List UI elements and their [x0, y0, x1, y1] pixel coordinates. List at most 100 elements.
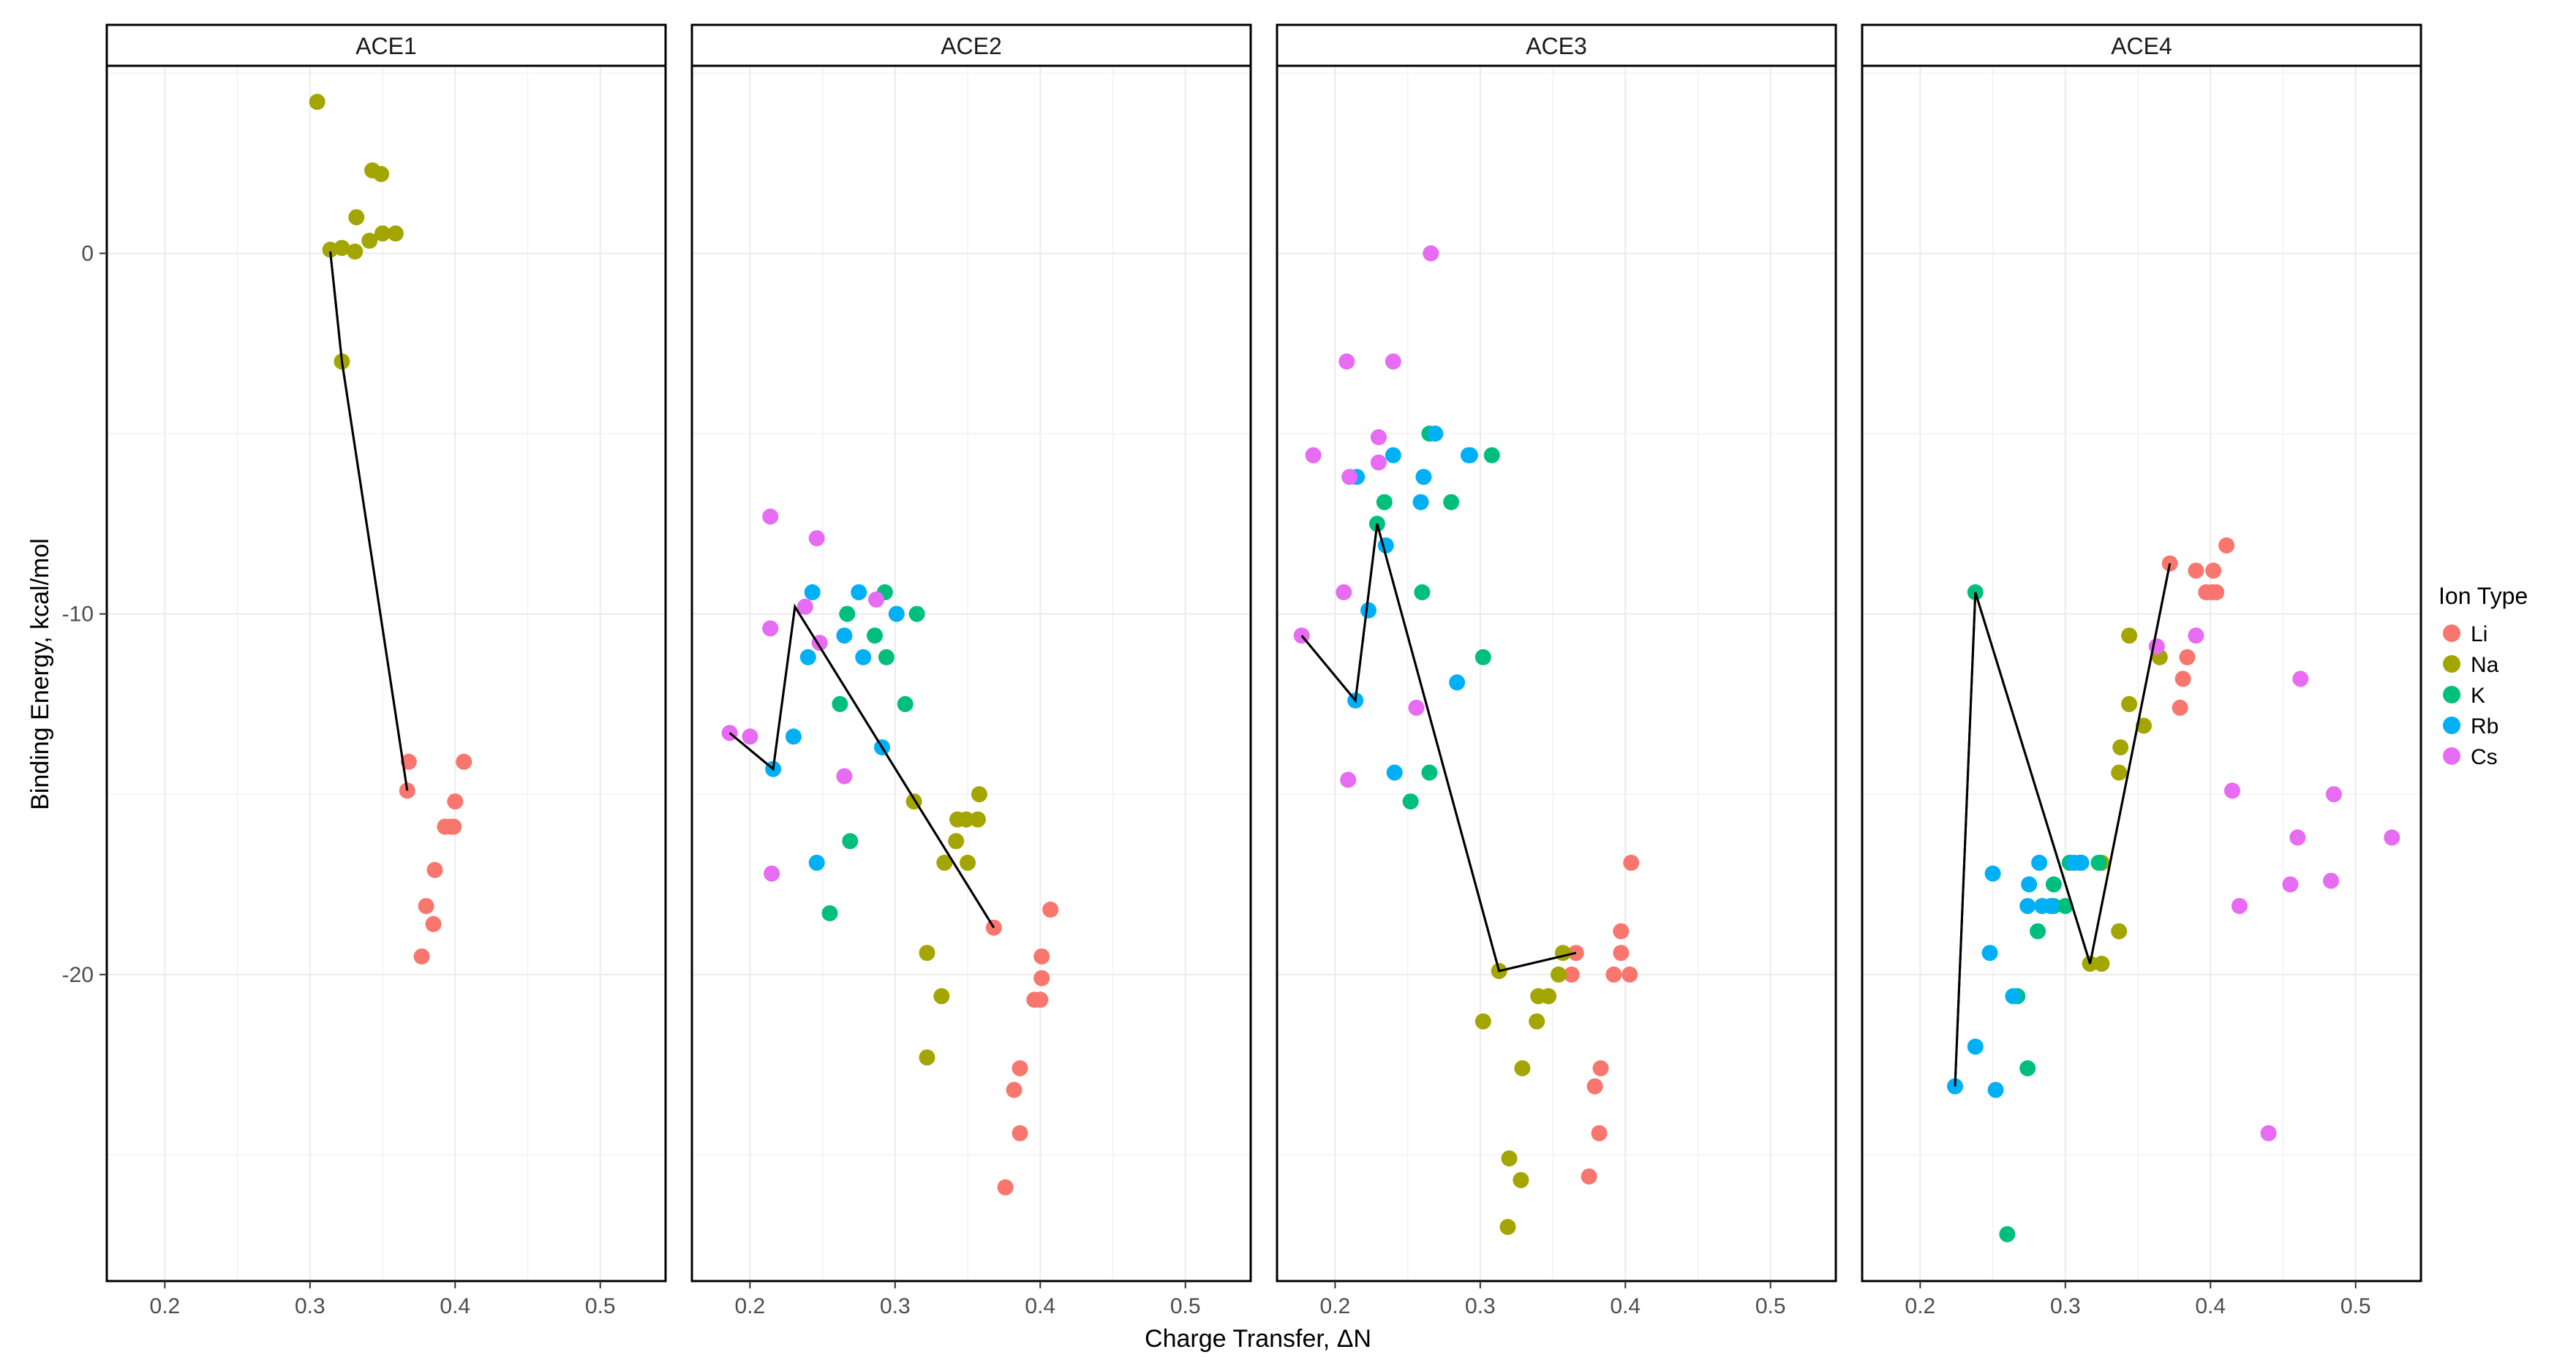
point-li	[400, 753, 417, 770]
point-rb	[1449, 674, 1466, 691]
point-na	[2121, 695, 2138, 712]
point-k	[821, 905, 838, 921]
point-li	[1563, 966, 1580, 983]
point-rb	[808, 854, 825, 871]
point-cs	[1338, 353, 1355, 370]
point-cs	[742, 728, 758, 745]
point-rb	[1415, 469, 1432, 486]
point-k	[832, 695, 848, 712]
point-na	[2136, 717, 2152, 734]
point-k	[1414, 584, 1431, 600]
facet-strip	[105, 23, 667, 67]
x-tick-label: 0.3	[1465, 1294, 1496, 1318]
point-li	[2204, 584, 2221, 600]
point-k	[839, 605, 856, 622]
point-rb	[2031, 854, 2048, 871]
point-cs	[2292, 671, 2309, 687]
point-cs	[2188, 627, 2204, 644]
x-tick-label: 0.4	[1025, 1294, 1055, 1318]
point-li	[1581, 1168, 1597, 1185]
point-na	[960, 854, 976, 871]
point-rb	[851, 584, 867, 600]
point-na	[1501, 1150, 1518, 1167]
connecting-line-overlay	[329, 251, 409, 791]
point-rb	[2005, 988, 2022, 1005]
legend-key-na	[2443, 655, 2460, 673]
legend-items: Li Na K Rb Cs	[2443, 622, 2499, 769]
point-cs	[1340, 771, 1357, 788]
point-na	[1540, 988, 1557, 1005]
point-rb	[1360, 602, 1376, 619]
y-tick-label: -20	[62, 963, 94, 987]
point-k	[897, 695, 914, 712]
point-li	[413, 948, 430, 965]
point-li	[1586, 1078, 1603, 1095]
point-rb	[1385, 447, 1401, 464]
connecting-line-overlay	[1300, 523, 1577, 972]
point-na	[387, 225, 404, 242]
point-li	[1006, 1081, 1023, 1098]
point-k	[1999, 1225, 2016, 1242]
point-li	[445, 818, 462, 835]
point-na	[1529, 1013, 1545, 1030]
point-rb	[1987, 1081, 2004, 1098]
point-li	[1591, 1125, 1608, 1141]
point-cs	[764, 865, 780, 882]
panel-ace1: ACE1 0.2 0.3 0.4 0.5 -20 -10 0	[62, 23, 667, 1318]
facet-strip-label: ACE3	[1526, 33, 1587, 59]
point-cs	[1305, 447, 1322, 464]
x-tick-label: 0.3	[295, 1294, 325, 1318]
x-tick-label: 0.4	[440, 1294, 470, 1318]
point-li	[425, 915, 442, 932]
legend-label-rb: Rb	[2471, 714, 2498, 739]
panel-ace3: ACE3 0.2 0.3 0.4 0.5	[1276, 23, 1837, 1318]
legend-label-na: Na	[2471, 653, 2499, 677]
point-li	[997, 1179, 1014, 1196]
point-na	[1499, 1219, 1516, 1235]
connecting-line-overlay	[1954, 563, 2172, 1087]
point-li	[418, 898, 434, 915]
point-na	[348, 209, 365, 226]
point-rb	[1427, 426, 1444, 442]
connecting-line-overlay	[728, 603, 995, 929]
point-rb	[888, 605, 905, 622]
point-na	[373, 166, 390, 182]
point-k	[1475, 649, 1491, 665]
point-cs	[2231, 898, 2248, 915]
legend-key-cs	[2443, 747, 2460, 765]
point-li	[1012, 1125, 1028, 1141]
point-li	[1012, 1060, 1028, 1076]
x-tick-label: 0.5	[2340, 1294, 2371, 1318]
point-rb	[1386, 764, 1403, 781]
point-li	[1613, 923, 1630, 940]
x-tick-label: 0.4	[2195, 1294, 2226, 1318]
point-rb	[2021, 876, 2038, 893]
legend-key-li	[2443, 624, 2460, 642]
point-k	[2090, 854, 2107, 871]
point-li	[1042, 902, 1059, 918]
point-na	[2112, 739, 2129, 756]
point-rb	[1377, 537, 1394, 554]
point-k	[2019, 1060, 2036, 1076]
x-tick-label: 0.2	[1320, 1294, 1351, 1318]
legend-label-k: K	[2471, 684, 2485, 708]
point-rb	[2073, 854, 2090, 871]
point-li	[2179, 649, 2196, 665]
point-na	[2111, 764, 2128, 781]
point-k	[1483, 447, 1500, 464]
facet-strip	[1861, 23, 2422, 67]
x-tick-label: 0.3	[880, 1294, 911, 1318]
point-na	[969, 811, 986, 828]
point-na	[2121, 627, 2138, 644]
point-na	[2093, 956, 2110, 972]
x-tick-label: 0.5	[585, 1294, 616, 1318]
point-cs	[1423, 245, 1439, 262]
point-na	[322, 241, 339, 258]
facet-strip-label: ACE2	[941, 33, 1002, 59]
legend-key-k	[2443, 686, 2460, 703]
point-na	[1513, 1171, 1529, 1188]
point-cs	[1370, 454, 1387, 471]
x-tick-label: 0.3	[2050, 1294, 2081, 1318]
